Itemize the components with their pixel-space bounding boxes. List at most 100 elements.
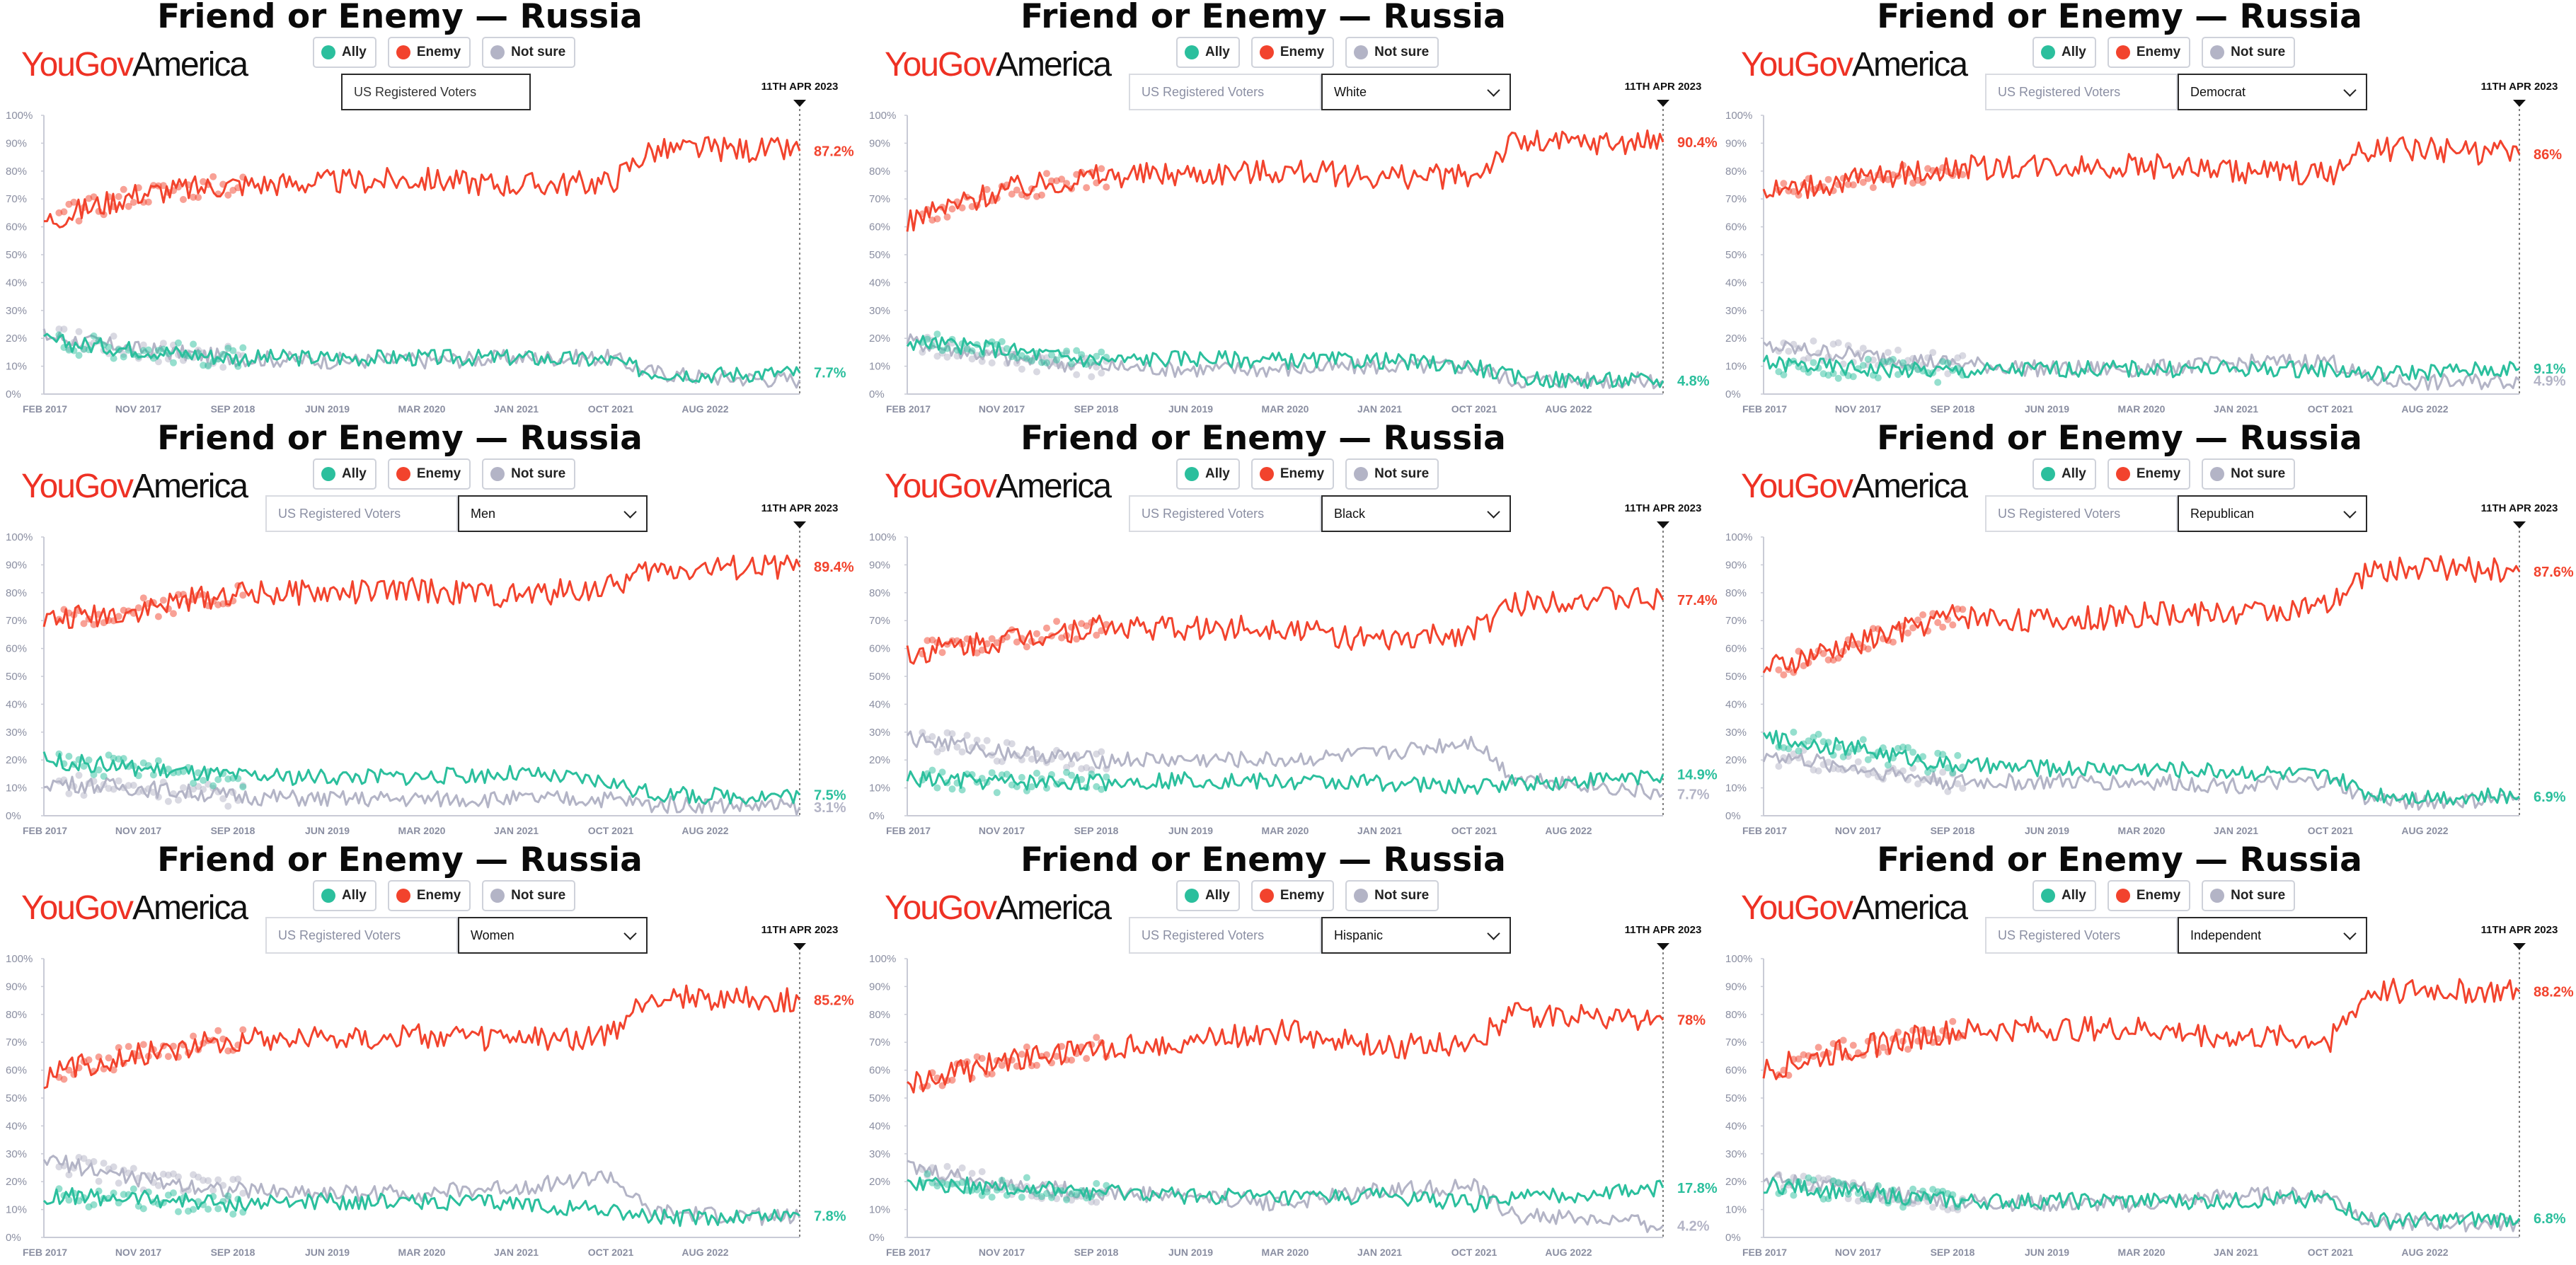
legend-toggle-ally[interactable]: Ally bbox=[2032, 880, 2096, 911]
scatter-point-ally bbox=[205, 362, 212, 370]
scatter-point-enemy bbox=[1790, 187, 1798, 195]
series-line-not-sure bbox=[43, 775, 801, 816]
chart-panel: Friend or Enemy — Russia YouGovAmerica All… bbox=[863, 419, 1720, 843]
population-filter[interactable]: US Registered Voters bbox=[1129, 74, 1321, 110]
scatter-point-ally bbox=[958, 1179, 966, 1186]
end-value-label-not-sure: 4.2% bbox=[1677, 1218, 1710, 1234]
subgroup-dropdown[interactable]: White bbox=[1321, 74, 1511, 110]
y-tick-label: 0% bbox=[6, 1232, 21, 1244]
subgroup-dropdown[interactable]: Republican bbox=[2178, 495, 2367, 532]
legend-toggle-ally[interactable]: Ally bbox=[313, 880, 376, 911]
x-tick-label: JUN 2019 bbox=[1168, 403, 1213, 415]
y-tick-label: 0% bbox=[869, 388, 885, 400]
legend-toggle-enemy[interactable]: Enemy bbox=[2107, 37, 2191, 68]
legend-toggle-enemy[interactable]: Enemy bbox=[1250, 37, 1335, 68]
scatter-point-enemy bbox=[1103, 183, 1110, 191]
series-line-not-sure bbox=[42, 328, 801, 389]
legend-label: Not sure bbox=[2231, 45, 2286, 59]
x-tick-label: NOV 2017 bbox=[979, 825, 1025, 836]
y-tick-label: 90% bbox=[6, 981, 27, 993]
legend-toggle-not-sure[interactable]: Not sure bbox=[1345, 37, 1439, 68]
legend: Ally Enemy Not sure bbox=[313, 880, 587, 913]
population-filter[interactable]: US Registered Voters bbox=[1129, 917, 1321, 954]
x-tick-label: MAR 2020 bbox=[398, 1247, 446, 1258]
legend-dot-icon bbox=[1259, 45, 1274, 59]
population-filter[interactable]: US Registered Voters bbox=[1985, 495, 2178, 532]
legend-toggle-not-sure[interactable]: Not sure bbox=[1345, 458, 1439, 490]
subgroup-dropdown[interactable]: Black bbox=[1321, 495, 1511, 532]
legend-dot-icon bbox=[2210, 467, 2225, 481]
population-filter[interactable]: US Registered Voters bbox=[265, 917, 458, 954]
subgroup-dropdown[interactable]: Democrat bbox=[2178, 74, 2367, 110]
chart-title: Friend or Enemy — Russia bbox=[1020, 0, 1506, 36]
legend-toggle-not-sure[interactable]: Not sure bbox=[482, 37, 576, 68]
legend-toggle-not-sure[interactable]: Not sure bbox=[2202, 458, 2296, 490]
subgroup-dropdown[interactable]: Hispanic bbox=[1321, 917, 1511, 954]
scatter-point-not-sure bbox=[1944, 370, 1952, 378]
scatter-point-not-sure bbox=[65, 790, 73, 797]
y-tick-label: 60% bbox=[869, 643, 890, 655]
legend-toggle-ally[interactable]: Ally bbox=[1176, 37, 1240, 68]
scatter-point-not-sure bbox=[154, 1182, 162, 1189]
legend-toggle-not-sure[interactable]: Not sure bbox=[482, 880, 576, 911]
legend-toggle-ally[interactable]: Ally bbox=[313, 37, 376, 68]
scatter-point-enemy bbox=[1033, 1061, 1040, 1069]
legend-label: Enemy bbox=[2136, 45, 2181, 59]
end-value-label-enemy: 85.2% bbox=[814, 993, 854, 1008]
scatter-point-not-sure bbox=[224, 802, 232, 810]
subgroup-dropdown[interactable]: Men bbox=[458, 495, 648, 532]
legend-toggle-ally[interactable]: Ally bbox=[2032, 37, 2096, 68]
subgroup-value: Republican bbox=[2190, 506, 2255, 521]
population-filter[interactable]: US Registered Voters bbox=[265, 495, 458, 532]
scatter-point-enemy bbox=[90, 620, 98, 628]
scatter-point-not-sure bbox=[180, 784, 187, 792]
legend-toggle-not-sure[interactable]: Not sure bbox=[1345, 880, 1439, 911]
legend-toggle-enemy[interactable]: Enemy bbox=[1250, 880, 1335, 911]
scatter-point-ally bbox=[1849, 373, 1857, 381]
legend-toggle-enemy[interactable]: Enemy bbox=[2107, 880, 2191, 911]
scatter-point-enemy bbox=[1844, 180, 1852, 188]
date-marker-arrow-icon bbox=[1657, 521, 1669, 528]
population-filter[interactable]: US Registered Voters bbox=[1129, 495, 1321, 532]
population-filter[interactable]: US Registered Voters bbox=[1985, 74, 2178, 110]
scatter-point-not-sure bbox=[978, 1168, 986, 1176]
subgroup-dropdown[interactable]: Women bbox=[458, 917, 648, 954]
scatter-point-enemy bbox=[125, 1043, 132, 1051]
series-line-not-sure bbox=[906, 730, 1664, 800]
scatter-point-not-sure bbox=[1834, 339, 1842, 347]
x-tick-label: SEP 2018 bbox=[1074, 825, 1119, 836]
legend-toggle-not-sure[interactable]: Not sure bbox=[482, 458, 576, 490]
legend-toggle-enemy[interactable]: Enemy bbox=[387, 458, 471, 490]
x-tick-label: AUG 2022 bbox=[1545, 825, 1592, 836]
legend-toggle-ally[interactable]: Ally bbox=[1176, 880, 1240, 911]
legend-toggle-enemy[interactable]: Enemy bbox=[387, 880, 471, 911]
legend-toggle-not-sure[interactable]: Not sure bbox=[2202, 880, 2296, 911]
series-line-not-sure bbox=[906, 333, 1664, 390]
scatter-point-enemy bbox=[1775, 666, 1783, 674]
legend: Ally Enemy Not sure bbox=[1176, 37, 1450, 69]
scatter-point-not-sure bbox=[963, 732, 971, 739]
x-tick-label: OCT 2021 bbox=[588, 403, 634, 415]
subgroup-dropdown[interactable]: Independent bbox=[2178, 917, 2367, 954]
legend-toggle-ally[interactable]: Ally bbox=[313, 458, 376, 490]
legend-toggle-enemy[interactable]: Enemy bbox=[1250, 458, 1335, 490]
scatter-point-enemy bbox=[948, 1076, 956, 1084]
y-tick-label: 20% bbox=[869, 1176, 890, 1188]
x-tick-label: OCT 2021 bbox=[2308, 825, 2354, 836]
scatter-point-not-sure bbox=[1785, 347, 1793, 355]
y-tick-label: 100% bbox=[1725, 110, 1752, 122]
scatter-point-enemy bbox=[1083, 184, 1091, 192]
legend-toggle-enemy[interactable]: Enemy bbox=[2107, 458, 2191, 490]
legend-toggle-ally[interactable]: Ally bbox=[1176, 458, 1240, 490]
scatter-point-enemy bbox=[1839, 1036, 1847, 1044]
scatter-point-ally bbox=[924, 1170, 931, 1178]
population-filter[interactable]: US Registered Voters bbox=[1985, 917, 2178, 954]
legend-toggle-enemy[interactable]: Enemy bbox=[387, 37, 471, 68]
scatter-point-enemy bbox=[1073, 635, 1081, 643]
legend-toggle-ally[interactable]: Ally bbox=[2032, 458, 2096, 490]
date-marker-arrow-icon bbox=[1657, 100, 1669, 107]
end-value-label-ally: 9.1% bbox=[2534, 362, 2566, 377]
scatter-point-ally bbox=[175, 339, 182, 347]
legend-toggle-not-sure[interactable]: Not sure bbox=[2202, 37, 2296, 68]
population-filter[interactable]: US Registered Voters bbox=[341, 74, 531, 110]
